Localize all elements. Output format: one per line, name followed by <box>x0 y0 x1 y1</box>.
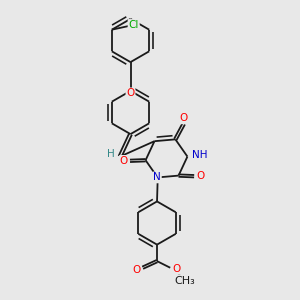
Text: NH: NH <box>192 150 208 160</box>
Text: N: N <box>153 172 161 182</box>
Text: O: O <box>172 264 180 274</box>
Text: H: H <box>106 149 114 159</box>
Text: Cl: Cl <box>128 20 139 30</box>
Text: O: O <box>133 265 141 275</box>
Text: CH₃: CH₃ <box>175 276 196 286</box>
Text: O: O <box>180 113 188 123</box>
Text: O: O <box>120 156 128 166</box>
Text: O: O <box>196 171 204 181</box>
Text: O: O <box>126 88 135 98</box>
